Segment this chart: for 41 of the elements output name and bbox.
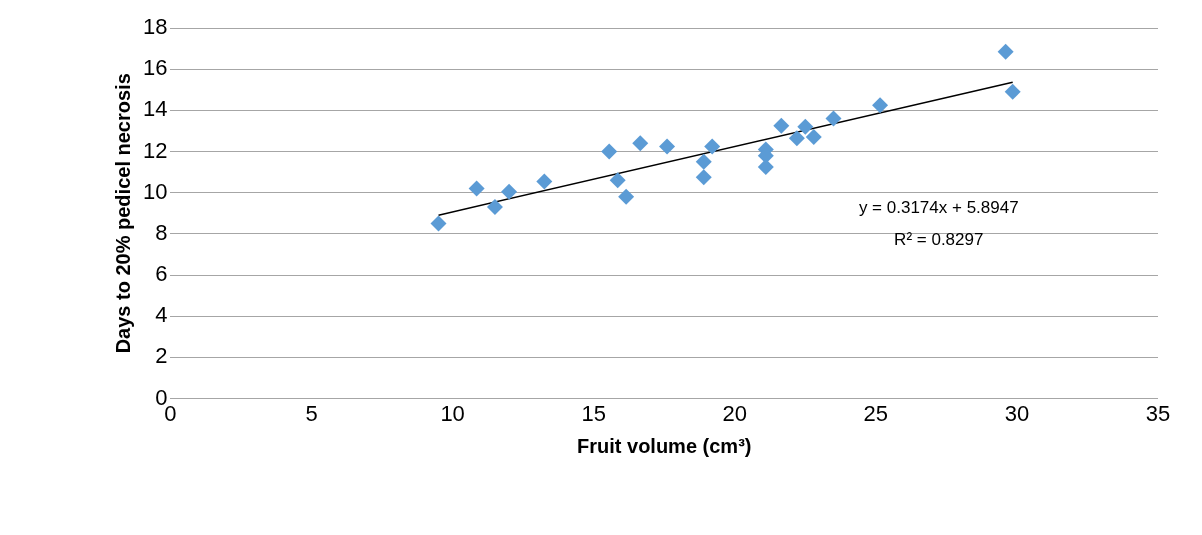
y-tick-label: 8 [155, 219, 168, 245]
x-tick-label: 25 [863, 400, 889, 426]
point [805, 129, 822, 146]
point [1004, 83, 1021, 100]
x-tick-label: 10 [440, 400, 465, 426]
y-tick-label: 6 [155, 261, 168, 287]
x-tick-label: 35 [1145, 400, 1171, 426]
point [695, 153, 712, 170]
y-tick-label: 18 [142, 14, 168, 40]
point [601, 143, 618, 160]
y-tick-label: 10 [142, 178, 168, 204]
point [872, 97, 889, 114]
annotation: y = 0.3174x + 5.8947 [858, 198, 1019, 218]
x-tick-label: 20 [722, 400, 748, 426]
point [788, 130, 805, 147]
y-axis-title: Days to 20% pedicel necrosis [111, 73, 134, 354]
point [704, 138, 721, 155]
point [430, 215, 447, 232]
y-tick-label: 4 [155, 302, 168, 328]
x-tick-label: 30 [1004, 400, 1030, 426]
x-tick-label: 5 [305, 400, 318, 426]
point [825, 110, 842, 127]
point [501, 183, 518, 200]
point [695, 169, 712, 186]
point [997, 43, 1014, 60]
annotation: R² = 0.8297 [894, 230, 984, 250]
point [632, 135, 649, 152]
y-tick-label: 16 [142, 55, 168, 81]
x-tick-label: 15 [581, 400, 606, 426]
point [536, 173, 553, 190]
point [659, 138, 676, 155]
point [618, 188, 635, 205]
point [609, 172, 626, 189]
y-tick-label: 14 [142, 96, 168, 122]
point [773, 117, 790, 134]
point [486, 199, 503, 216]
y-tick-label: 2 [155, 343, 168, 369]
x-axis-title: Fruit volume (cm³) [577, 434, 752, 457]
point [797, 118, 814, 135]
point [468, 180, 485, 197]
y-tick-label: 12 [142, 137, 168, 163]
